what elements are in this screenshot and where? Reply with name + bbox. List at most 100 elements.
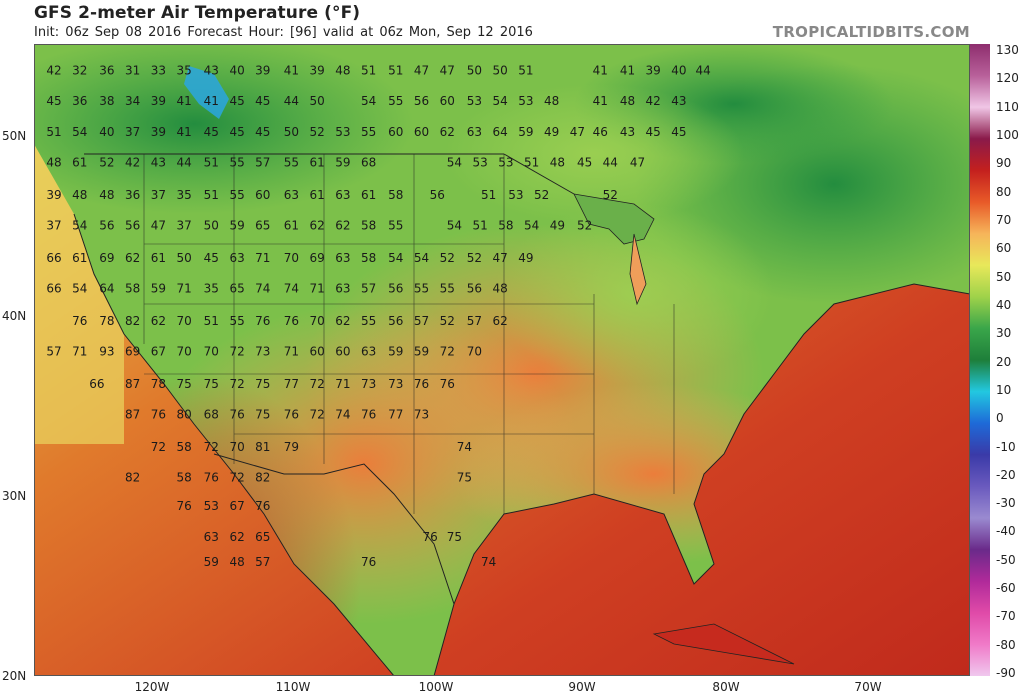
temp-value: 51 xyxy=(46,125,61,139)
temp-value: 50 xyxy=(309,94,324,108)
temp-value: 50 xyxy=(284,125,299,139)
temp-value: 60 xyxy=(388,125,403,139)
temp-value: 76 xyxy=(422,530,437,544)
temp-value: 72 xyxy=(229,344,244,358)
temp-value: 44 xyxy=(177,155,192,169)
temp-value: 52 xyxy=(603,188,618,202)
temp-value: 45 xyxy=(255,94,270,108)
temp-value: 82 xyxy=(125,314,140,328)
temp-value: 50 xyxy=(204,218,219,232)
temp-value: 40 xyxy=(671,64,686,78)
temp-value: 57 xyxy=(467,314,482,328)
colorbar-label: 60 xyxy=(996,241,1012,256)
temp-value: 75 xyxy=(255,377,270,391)
temp-value: 55 xyxy=(414,281,429,295)
colorbar-gradient xyxy=(970,44,990,676)
pacific-coastline xyxy=(73,213,395,676)
temp-value: 74 xyxy=(284,281,299,295)
temp-value: 34 xyxy=(125,94,140,108)
temp-value: 39 xyxy=(309,64,324,78)
temp-value: 76 xyxy=(414,377,429,391)
lat-label-30n: 30N xyxy=(2,489,27,503)
temp-value: 51 xyxy=(204,155,219,169)
temp-value: 42 xyxy=(46,64,61,78)
temp-value: 72 xyxy=(309,407,324,421)
temp-value: 54 xyxy=(414,251,429,265)
temp-value: 37 xyxy=(177,218,192,232)
temp-value: 43 xyxy=(151,155,166,169)
temp-value: 76 xyxy=(229,407,244,421)
temp-value: 52 xyxy=(467,251,482,265)
temp-value: 59 xyxy=(204,555,219,569)
temp-value: 39 xyxy=(646,64,661,78)
temp-value: 52 xyxy=(534,188,549,202)
colorbar-label: -30 xyxy=(996,496,1016,511)
temp-value: 44 xyxy=(284,94,299,108)
temp-value: 55 xyxy=(440,281,455,295)
temp-value: 63 xyxy=(361,344,376,358)
temp-value: 54 xyxy=(447,218,462,232)
temp-value: 52 xyxy=(440,251,455,265)
map-header: GFS 2-meter Air Temperature (°F) Init: 0… xyxy=(0,0,1024,44)
temp-value: 53 xyxy=(508,188,523,202)
temp-value: 61 xyxy=(72,155,87,169)
temp-value: 59 xyxy=(229,218,244,232)
temp-value: 37 xyxy=(151,188,166,202)
temp-value: 44 xyxy=(603,155,618,169)
lat-label-40n: 40N xyxy=(2,309,27,323)
temp-value: 73 xyxy=(388,377,403,391)
temp-value: 62 xyxy=(440,125,455,139)
temp-value: 55 xyxy=(388,94,403,108)
temp-value: 54 xyxy=(524,218,539,232)
temp-value: 66 xyxy=(46,251,61,265)
temp-value: 70 xyxy=(284,251,299,265)
temp-value: 58 xyxy=(177,470,192,484)
temp-value: 71 xyxy=(177,281,192,295)
colorbar-label: -50 xyxy=(996,552,1016,567)
temp-value: 70 xyxy=(177,344,192,358)
colorbar-label: -70 xyxy=(996,609,1016,624)
temp-value: 59 xyxy=(388,344,403,358)
temp-value: 57 xyxy=(255,155,270,169)
temp-value: 62 xyxy=(229,530,244,544)
temp-value: 78 xyxy=(99,314,114,328)
lat-label-50n: 50N xyxy=(2,129,27,143)
temp-value: 63 xyxy=(335,251,350,265)
temp-value: 50 xyxy=(177,251,192,265)
temp-value: 76 xyxy=(440,377,455,391)
temp-value: 54 xyxy=(361,94,376,108)
temp-value: 41 xyxy=(593,64,608,78)
temp-value: 56 xyxy=(430,188,445,202)
temp-value: 47 xyxy=(630,155,645,169)
temp-value: 72 xyxy=(229,377,244,391)
temp-value: 31 xyxy=(125,64,140,78)
temp-value: 87 xyxy=(125,407,140,421)
temp-value: 48 xyxy=(72,188,87,202)
site-brand[interactable]: TROPICALTIDBITS.COM xyxy=(772,23,970,41)
temp-value: 38 xyxy=(99,94,114,108)
temp-value: 63 xyxy=(204,530,219,544)
border-east xyxy=(503,153,575,195)
temp-value: 48 xyxy=(99,188,114,202)
temp-value: 51 xyxy=(361,64,376,78)
temp-value: 51 xyxy=(518,64,533,78)
temp-value: 73 xyxy=(361,377,376,391)
temp-value: 48 xyxy=(550,155,565,169)
lat-label-20n: 20N xyxy=(2,669,27,683)
colorbar-label: 120 xyxy=(996,71,1019,86)
temp-value: 60 xyxy=(414,125,429,139)
temp-value: 58 xyxy=(361,251,376,265)
temp-value: 59 xyxy=(335,155,350,169)
temp-value: 52 xyxy=(577,218,592,232)
temp-value: 75 xyxy=(447,530,462,544)
temp-value: 60 xyxy=(309,344,324,358)
colorbar-label: 40 xyxy=(996,297,1012,312)
temp-value: 87 xyxy=(125,377,140,391)
temp-value: 74 xyxy=(457,440,472,454)
state-borders xyxy=(143,154,675,514)
temp-value: 43 xyxy=(671,94,686,108)
temp-value: 66 xyxy=(89,377,104,391)
colorbar-label: 90 xyxy=(996,156,1012,171)
cuba xyxy=(652,623,795,665)
temp-value: 53 xyxy=(473,155,488,169)
